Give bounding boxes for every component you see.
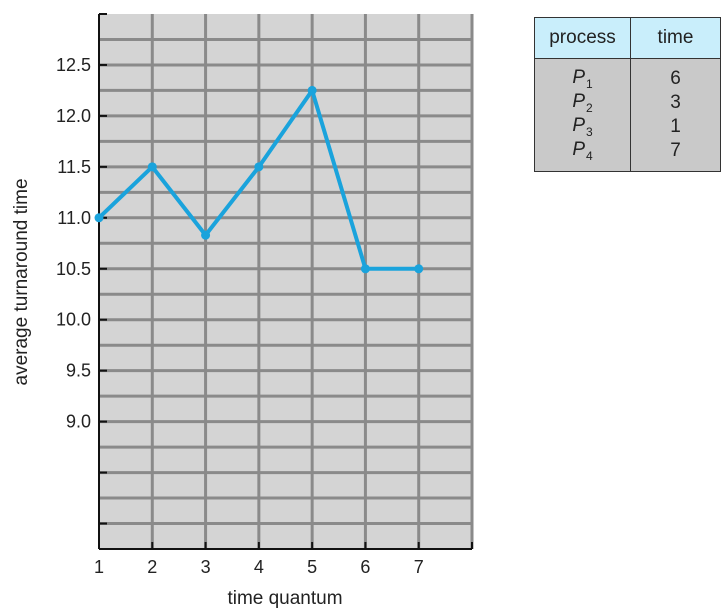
process-cell: P4 bbox=[534, 139, 631, 172]
time-cell: 3 bbox=[630, 91, 721, 115]
y-tick-label: 10.5 bbox=[56, 259, 91, 279]
data-point bbox=[94, 213, 104, 223]
x-tick-label: 1 bbox=[94, 557, 104, 577]
process-name: P bbox=[572, 91, 585, 112]
y-tick-label: 10.0 bbox=[56, 310, 91, 330]
table-header-row: process time bbox=[534, 17, 721, 59]
process-cell: P1 bbox=[534, 58, 631, 91]
y-tick-label: 11.0 bbox=[57, 208, 91, 228]
time-cell: 1 bbox=[630, 115, 721, 139]
process-subscript: 1 bbox=[586, 77, 593, 91]
x-tick-label: 6 bbox=[360, 557, 370, 577]
data-point bbox=[360, 264, 370, 274]
process-column-header: process bbox=[534, 17, 631, 59]
series-layer bbox=[94, 85, 424, 274]
x-tick-label: 2 bbox=[147, 557, 157, 577]
y-tick-label: 9.5 bbox=[66, 361, 91, 381]
time-cell: 7 bbox=[630, 139, 721, 172]
process-cell: P2 bbox=[534, 91, 631, 115]
process-name: P bbox=[572, 139, 585, 160]
data-point bbox=[414, 264, 424, 274]
y-tick-label: 12.5 bbox=[56, 55, 91, 75]
y-tick-labels: 12.5 12.0 11.5 11.0 10.5 10.0 9.5 9.0 bbox=[56, 55, 91, 432]
x-tick-label: 3 bbox=[201, 557, 211, 577]
process-subscript: 3 bbox=[586, 125, 593, 139]
x-tick-label: 5 bbox=[307, 557, 317, 577]
y-tick-label: 11.5 bbox=[57, 157, 91, 177]
process-name: P bbox=[572, 67, 585, 88]
time-column-header: time bbox=[630, 17, 721, 59]
process-subscript: 2 bbox=[586, 101, 593, 115]
x-tick-label: 7 bbox=[414, 557, 424, 577]
table-row: P3 1 bbox=[534, 115, 721, 139]
grid-lines bbox=[99, 14, 474, 549]
data-point bbox=[147, 162, 157, 172]
time-cell: 6 bbox=[630, 58, 721, 91]
y-axis-title: average turnaround time bbox=[11, 178, 32, 385]
y-tick-label: 9.0 bbox=[66, 412, 91, 432]
process-cell: P3 bbox=[534, 115, 631, 139]
process-table: process time P1 6 P2 3 P3 1 P4 7 bbox=[534, 17, 721, 172]
process-subscript: 4 bbox=[586, 149, 593, 163]
axes bbox=[98, 13, 473, 550]
table-row: P1 6 bbox=[534, 58, 721, 91]
data-point bbox=[201, 230, 211, 240]
y-tick-label: 12.0 bbox=[56, 106, 91, 126]
plot-area bbox=[99, 14, 472, 549]
process-name: P bbox=[572, 115, 585, 136]
x-tick-label: 4 bbox=[254, 557, 264, 577]
x-axis-title: time quantum bbox=[227, 588, 342, 609]
data-point bbox=[307, 85, 317, 95]
table-row: P2 3 bbox=[534, 91, 721, 115]
data-point bbox=[254, 162, 264, 172]
x-tick-labels: 1 2 3 4 5 6 7 bbox=[94, 557, 424, 577]
table-row: P4 7 bbox=[534, 139, 721, 172]
